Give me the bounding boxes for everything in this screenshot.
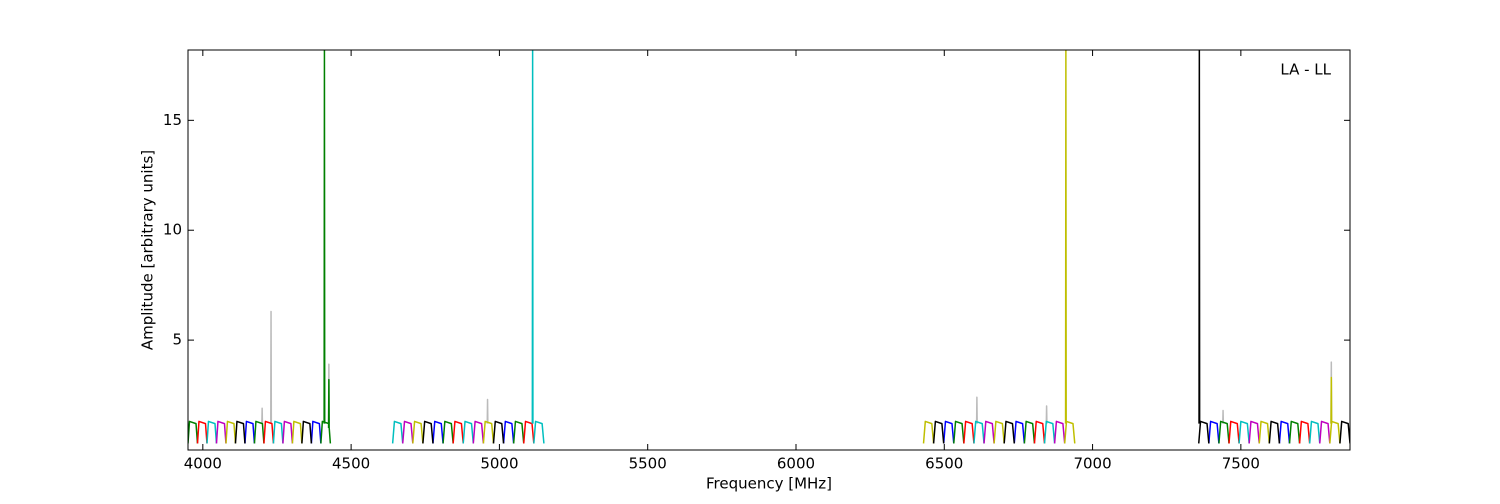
y-tick-label: 15: [163, 111, 182, 129]
x-tick-label: 5500: [629, 455, 667, 473]
x-tick-label: 4000: [184, 455, 222, 473]
x-tick-label: 7500: [1222, 455, 1260, 473]
x-tick-label: 6500: [925, 455, 963, 473]
x-tick-label: 5000: [480, 455, 518, 473]
spectrum-line: [188, 50, 1301, 444]
x-axis-label: Frequency [MHz]: [706, 475, 832, 493]
y-tick-label: 10: [163, 221, 182, 239]
annotation: LA - LL: [1280, 61, 1331, 79]
spectrum-line: [234, 50, 1350, 444]
spectrum-line: [215, 420, 1331, 444]
y-axis-label: Amplitude [arbitrary units]: [139, 150, 157, 350]
spectrum-line: [261, 310, 1333, 424]
spectrum-line: [196, 420, 1311, 444]
spectrum-line: [244, 420, 1291, 444]
x-tick-label: 6000: [777, 455, 815, 473]
y-tick-label: 5: [172, 331, 182, 349]
plot-frame: [187, 49, 1351, 451]
spectrum-line: [225, 50, 1341, 444]
x-tick-label: 4500: [332, 455, 370, 473]
spectrum-line: [206, 50, 1321, 444]
plot-area: [188, 50, 1350, 444]
x-tick-label: 7000: [1073, 455, 1111, 473]
